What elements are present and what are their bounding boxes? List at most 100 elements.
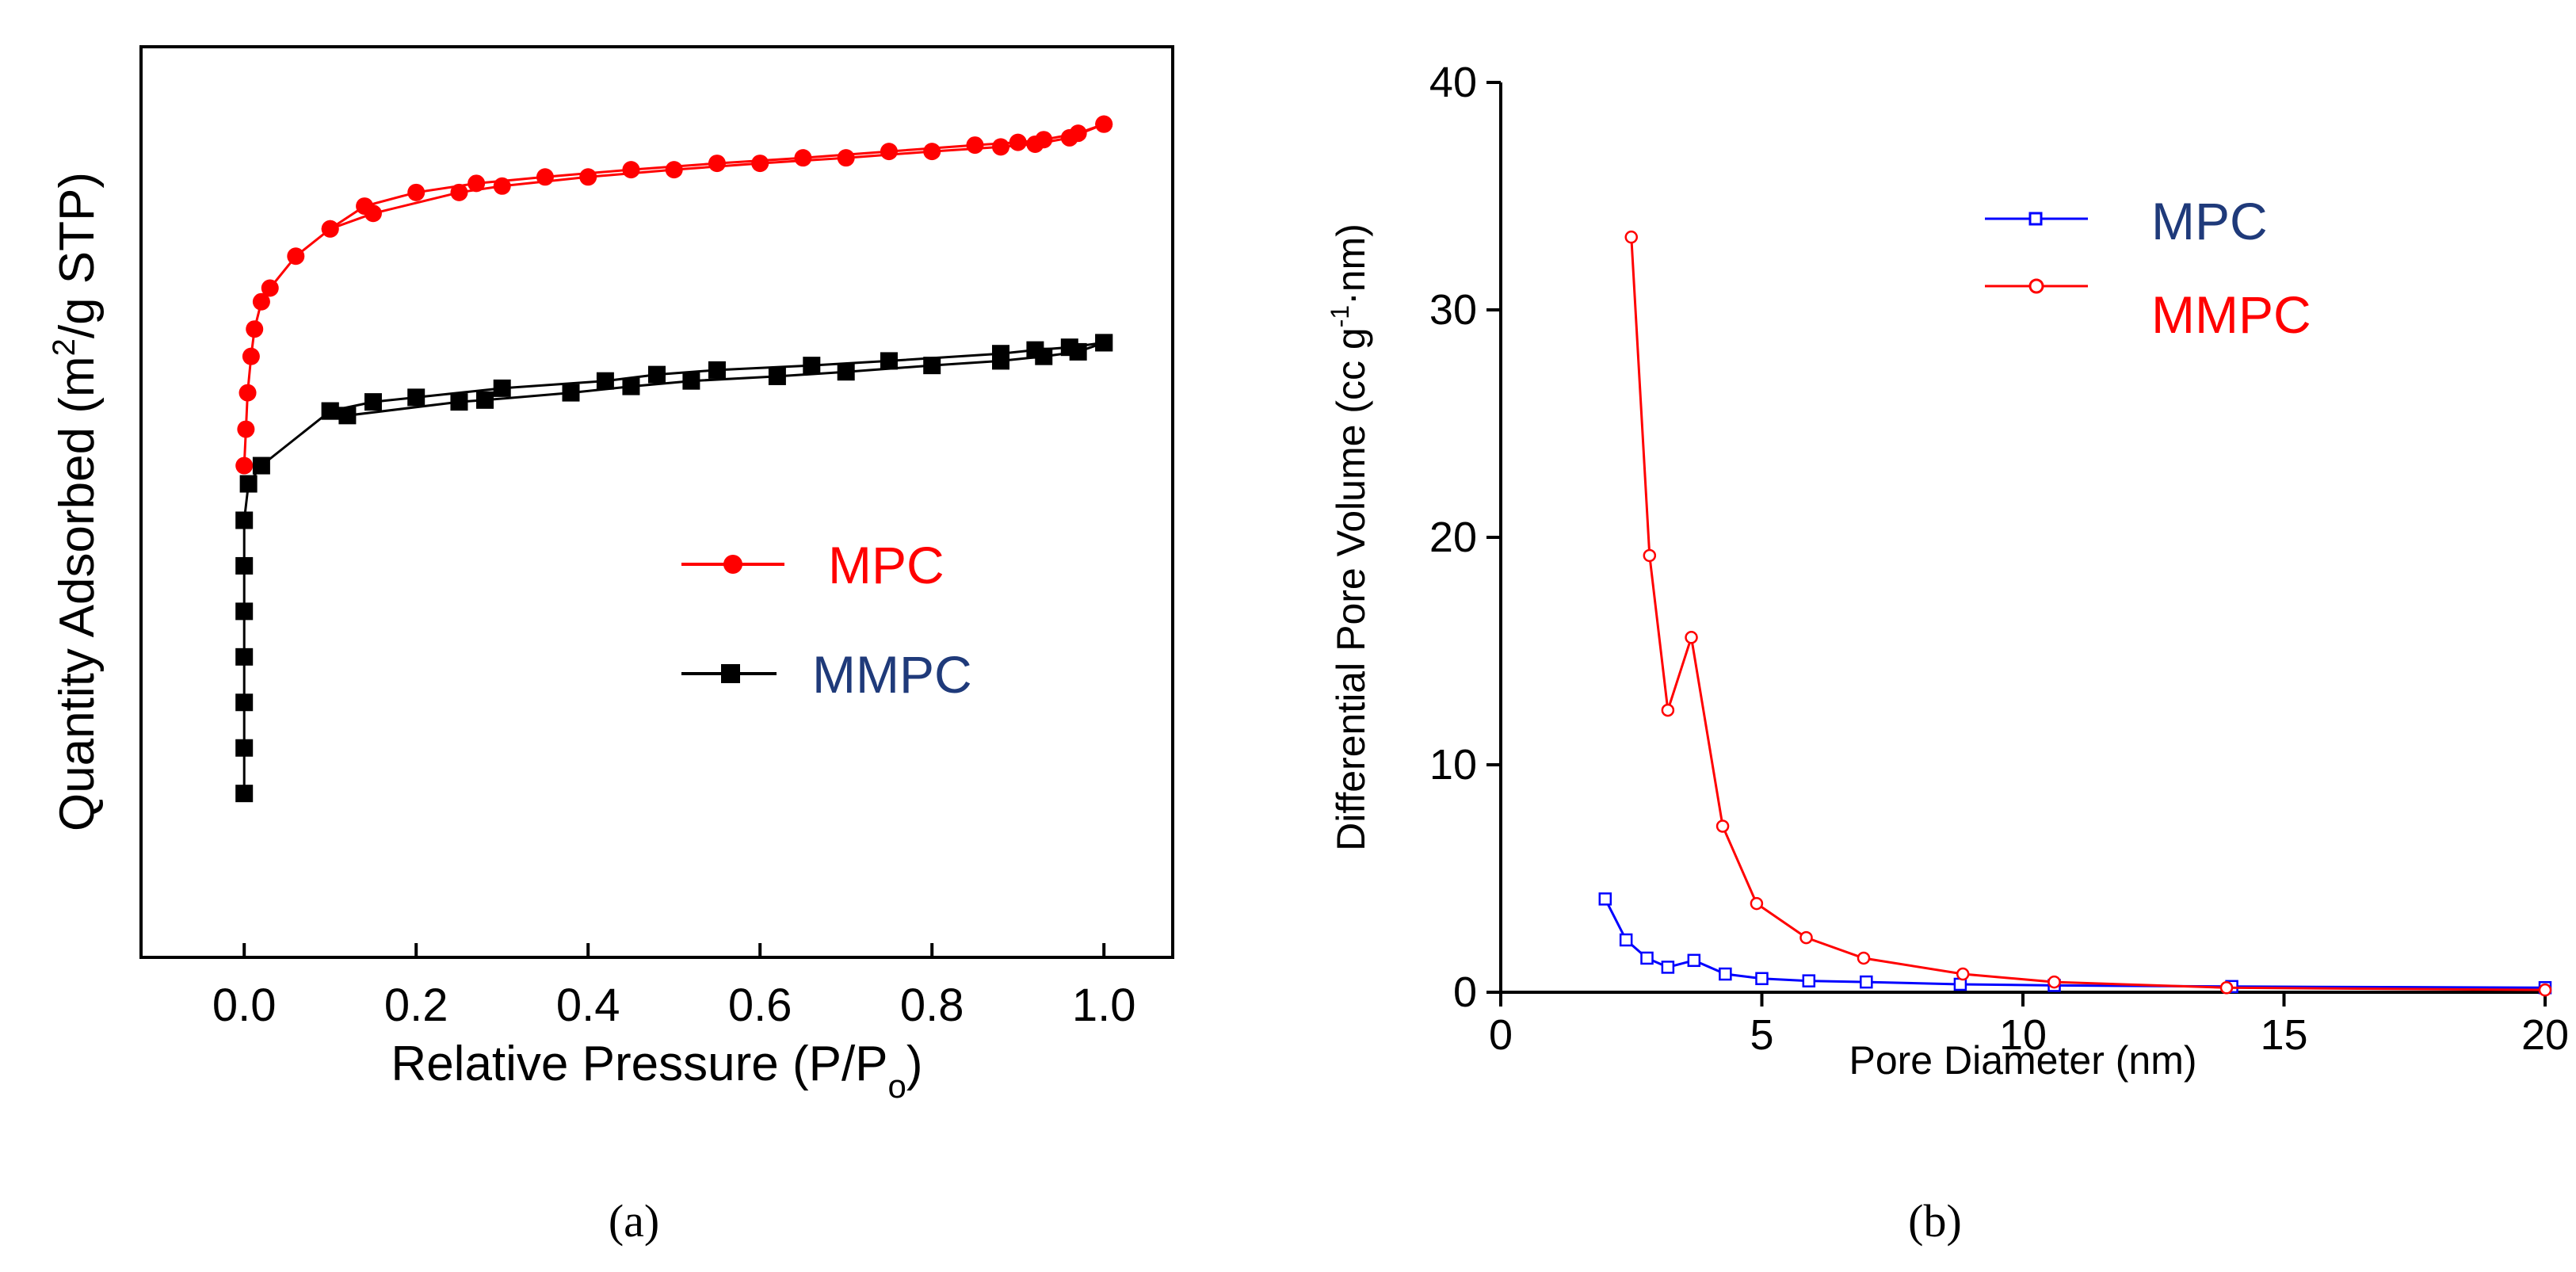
y-axis-label: Quantity Adsorbed (m2/g STP) [47,172,105,831]
data-point-mmpc [407,388,426,407]
data-point-mpc [837,149,855,167]
legend-label-mmpc: MMPC [2151,285,2311,344]
data-point-mmpc [1095,334,1113,352]
data-point-mpc [1802,974,1816,987]
data-point-mpc [1035,131,1053,149]
data-point-mpc [880,143,898,161]
caption-b: (b) [1908,1195,1962,1247]
data-point-mmpc [562,384,580,402]
y-axis-label: Differential Pore Volume (cc g-1·nm) [1326,223,1373,851]
data-point-mpc [622,161,640,179]
data-point-mpc [1598,892,1612,906]
data-point-mmpc [338,407,357,425]
data-point-mmpc [648,365,666,384]
data-point-mmpc [622,377,640,395]
legend-label-mpc: MPC [828,536,945,594]
data-point-mmpc [708,361,726,379]
data-point-mpc [708,155,726,173]
data-point-mpc [356,197,374,216]
data-point-mmpc [364,393,382,411]
data-point-mpc [287,247,305,265]
data-point-mpc [751,155,769,173]
series-group [1598,230,2552,997]
data-point-mpc [321,220,339,238]
y-tick-label: 0 [1453,968,1477,1016]
data-point-mpc [252,292,270,311]
data-point-mpc [1687,953,1701,968]
data-point-mpc [794,149,812,167]
data-point-mpc [261,279,279,297]
data-point-mmpc [992,345,1009,363]
data-point-mmpc [1750,896,1764,911]
legend-entry-mmpc: MMPC [681,645,972,704]
data-point-mmpc [235,693,254,712]
data-point-mmpc [682,372,700,390]
legend-label-mpc: MPC [2151,192,2268,250]
data-point-mmpc [450,393,468,411]
data-point-mmpc [1643,548,1657,563]
legend: MPC MMPC [1985,192,2311,344]
x-axis-label: Pore Diameter (nm) [1849,1038,2197,1083]
plot-frame [139,45,1174,959]
data-point-mmpc [1715,819,1730,833]
data-point-mpc [923,143,941,161]
data-point-mmpc [768,367,786,385]
data-point-mmpc [235,556,254,575]
data-point-mpc [235,456,254,475]
x-tick-label: 15 [2260,1011,2307,1059]
data-point-mpc [467,174,486,193]
series-group [235,115,1113,803]
x-axis-label: Relative Pressure (P/Po) [391,1037,922,1105]
x-tick-label: 0.8 [900,980,964,1031]
data-point-mpc [1860,975,1873,989]
y-ticks: 0 10 20 30 40 [1429,59,1501,1016]
data-point-mmpc [2538,983,2552,997]
legend-marker-mmpc [721,664,740,683]
y-tick-label: 30 [1429,286,1477,334]
data-point-mmpc [235,785,254,803]
x-ticks: 0 5 10 15 20 [1489,992,2569,1059]
data-point-mmpc [476,391,494,409]
data-point-mmpc [803,357,821,375]
x-tick-label: 5 [1750,1011,1773,1059]
data-point-mpc [1755,972,1769,986]
x-tick-label: 0.4 [556,980,620,1031]
data-point-mmpc [1956,967,1970,981]
panel-b: 0 5 10 15 20 0 10 20 30 40 Differential Pore Vol… [1326,59,2569,1247]
series-line-mmpc [1630,237,2546,991]
y-tick-label: 40 [1429,59,1477,106]
x-tick-label: 20 [2521,1011,2569,1059]
y-tick-label: 10 [1429,741,1477,789]
data-point-mmpc [321,402,339,420]
legend-marker-mpc [723,555,742,574]
data-point-mpc [1640,951,1654,965]
data-point-mmpc [235,511,254,529]
data-point-mpc [992,138,1009,156]
data-point-mmpc [1661,703,1675,717]
data-point-mmpc [1857,951,1871,965]
data-point-mpc [966,136,984,155]
legend-label-mmpc: MMPC [812,645,972,704]
data-point-mmpc [923,357,941,375]
x-tick-label: 1.0 [1072,980,1136,1031]
data-point-mpc [246,320,264,338]
legend-entry-mpc: MPC [1985,192,2268,250]
data-point-mmpc [235,647,254,666]
data-point-mpc [242,347,260,365]
legend: MPC MMPC [681,536,972,704]
legend-marker-mmpc [2028,278,2044,294]
data-point-mpc [407,183,426,201]
data-point-mmpc [493,379,511,397]
data-point-mmpc [880,352,898,370]
data-point-mmpc [1026,341,1044,359]
series-line-mpc-desorption [329,123,1105,231]
data-point-mmpc [235,739,254,757]
data-point-mmpc [252,456,270,475]
data-point-mmpc [1060,338,1078,357]
series-line-mpc [1604,898,2546,989]
data-point-mpc [665,161,683,179]
legend-entry-mmpc: MMPC [1985,278,2311,344]
data-point-mpc [536,168,554,186]
caption-a: (a) [609,1195,659,1247]
